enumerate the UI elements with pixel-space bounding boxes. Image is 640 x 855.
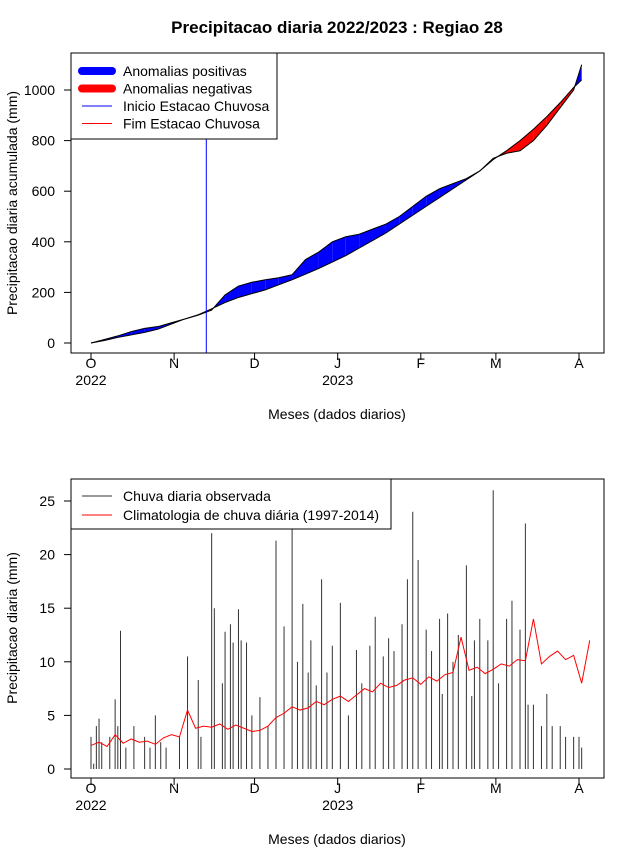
anomaly-segment	[546, 102, 561, 126]
y-axis: 0 5 10 15 20 25	[39, 493, 72, 777]
legend-label: Anomalias positivas	[123, 63, 247, 79]
anomaly-segment	[265, 277, 279, 290]
y-tick-label: 15	[39, 600, 55, 616]
y-axis: 0 200 400 600 800 1000	[24, 82, 72, 351]
x-tick-label: D	[249, 780, 259, 796]
x-tick-label: A	[574, 355, 584, 371]
climatology-daily-line	[90, 618, 591, 748]
anomaly-segment	[359, 229, 373, 249]
y-tick-label: 800	[32, 133, 56, 149]
y-axis-label: Precipitacao diaria acumulada (mm)	[4, 91, 20, 315]
x-tick-year: 2022	[75, 372, 106, 388]
anomaly-segment	[506, 140, 521, 154]
anomaly-segment	[292, 259, 306, 280]
legend-label: Inicio Estacao Chuvosa	[123, 98, 270, 114]
y-tick-label: 0	[47, 335, 55, 351]
legend-box	[70, 478, 392, 530]
x-tick-year: 2023	[322, 797, 353, 813]
anomaly-segment	[399, 206, 413, 225]
anomaly-segment	[520, 129, 534, 151]
anomaly-segment	[318, 241, 333, 269]
anomaly-segment	[345, 234, 360, 256]
y-tick-label: 0	[47, 761, 55, 777]
climatology-line	[90, 618, 591, 748]
anomaly-segment	[439, 183, 453, 198]
y-tick-label: 200	[32, 284, 56, 300]
cumulative-chart: Precipitacao diaria 2022/2023 : Regiao 2…	[4, 18, 605, 422]
legend-label: Anomalias negativas	[123, 81, 252, 97]
y-tick-label: 400	[32, 234, 56, 250]
x-tick-label: O	[86, 355, 97, 371]
x-tick-label: F	[417, 355, 426, 371]
anomaly-segment	[385, 216, 400, 233]
y-tick-label: 20	[39, 547, 55, 563]
legend: Anomalias positivas Anomalias negativasIn…	[70, 52, 278, 140]
anomaly-segment	[332, 236, 346, 263]
anomaly-segment	[533, 116, 547, 141]
y-tick-label: 10	[39, 654, 55, 670]
x-tick-label: J	[334, 780, 341, 796]
legend: Chuva diaria observada Climatologia de ch…	[70, 478, 392, 530]
daily-bars	[90, 490, 583, 769]
legend-label: Fim Estacao Chuvosa	[123, 116, 260, 132]
anomaly-segment	[251, 279, 266, 294]
x-tick-label: N	[169, 780, 179, 796]
y-tick-label: 25	[39, 493, 55, 509]
y-axis-label: Precipitacao diaria (mm)	[4, 552, 20, 704]
y-tick-label: 5	[47, 707, 55, 723]
anomaly-segment	[412, 196, 427, 216]
x-axis-label: Meses (dados diarios)	[268, 406, 406, 422]
x-tick-label: A	[574, 780, 584, 796]
x-tick-label: O	[86, 780, 97, 796]
anomaly-segment	[305, 251, 319, 275]
anomaly-segment	[131, 328, 145, 335]
x-tick-year: 2023	[322, 372, 353, 388]
climatology-cumulative-line	[90, 79, 583, 344]
x-tick-label: M	[490, 355, 502, 371]
x-tick-label: D	[249, 355, 259, 371]
chart-title: Precipitacao diaria 2022/2023 : Regiao 2…	[171, 18, 503, 37]
x-tick-label: M	[490, 780, 502, 796]
x-axis-label: Meses (dados diarios)	[268, 831, 406, 847]
x-tick-label: F	[417, 780, 426, 796]
legend-label: Chuva diaria observada	[123, 488, 271, 504]
y-tick-label: 600	[32, 183, 56, 199]
x-tick-label: N	[169, 355, 179, 371]
x-tick-label: J	[334, 355, 341, 371]
anomaly-segment	[238, 282, 252, 298]
x-tick-year: 2022	[75, 797, 106, 813]
anomaly-segment	[426, 188, 440, 207]
legend-label: Climatologia de chuva diária (1997-2014)	[123, 507, 379, 523]
y-tick-label: 1000	[24, 82, 55, 98]
observed-cumulative-line	[90, 64, 583, 344]
